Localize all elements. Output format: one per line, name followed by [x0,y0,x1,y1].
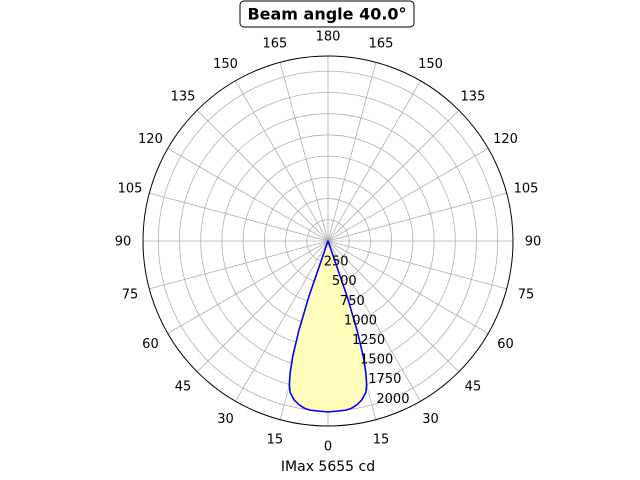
angle-tick-label: 75 [122,288,139,303]
angle-tick-label: 0 [324,440,332,455]
angle-tick-label: 150 [213,57,238,72]
angle-tick-label: 60 [142,337,159,352]
radial-tick-label: 1750 [368,372,401,387]
angle-gridline [149,192,329,242]
angle-gridline [327,80,421,242]
angle-gridline [235,80,329,242]
angle-tick-label: 90 [115,235,132,250]
radial-tick-labels: 250 500 750 1000 1250 1500 1750 2000 [324,255,410,407]
angle-gridline [196,109,329,242]
title-text: Beam angle 40.0° [247,5,406,24]
radial-tick-label: 2000 [376,392,409,407]
angle-tick-label: 180 [316,30,341,45]
angle-gridline [196,240,329,373]
angle-tick-label: 75 [518,288,535,303]
angle-gridline [279,62,329,242]
angle-tick-label: 120 [138,132,163,147]
radial-tick-label: 750 [340,294,365,309]
angle-tick-label: 135 [171,90,196,105]
angle-tick-label: 150 [418,57,443,72]
angle-tick-label: 165 [263,36,288,51]
angle-gridline [327,148,489,242]
angle-tick-label: 30 [217,412,234,427]
chart-title: Beam angle 40.0° [239,0,415,28]
radial-tick-label: 1500 [360,353,393,368]
angle-gridline [327,192,507,242]
beam-distribution [288,240,368,413]
angle-tick-label: 15 [267,433,284,448]
angle-tick-label: 105 [118,181,143,196]
beam-line [288,240,368,413]
polar-frame [142,55,514,427]
angle-gridline [327,240,489,334]
angle-gridline [235,240,329,402]
radial-tick-label: 250 [324,255,349,270]
angle-gridline [327,62,377,242]
angle-tick-label: 45 [175,379,192,394]
angle-gridline [327,240,507,290]
angle-tick-label: 60 [497,337,514,352]
angle-gridline [167,240,329,334]
angle-gridline [327,240,421,402]
angle-tick-label: 105 [514,181,539,196]
angle-tick-label: 45 [465,379,482,394]
angle-tick-label: 90 [525,235,542,250]
radial-tick-label: 1250 [352,333,385,348]
angle-gridline [327,240,460,373]
radial-tick-label: 500 [332,274,357,289]
angle-tick-labels: 0 15 30 45 60 75 90 105 120 135 150 165 180 165 150 135… [115,30,542,455]
beam-fill [289,241,367,412]
angle-tick-label: 165 [369,36,394,51]
x-axis-label: IMax 5655 cd [281,459,375,475]
angle-gridline [327,109,460,242]
angle-tick-label: 120 [493,132,518,147]
angle-tick-label: 135 [461,90,486,105]
angle-gridline [167,148,329,242]
title-box [239,0,415,28]
angle-tick-label: 30 [422,412,439,427]
angle-gridline [149,240,329,290]
angle-tick-label: 15 [373,433,390,448]
radial-tick-label: 1000 [344,313,377,328]
